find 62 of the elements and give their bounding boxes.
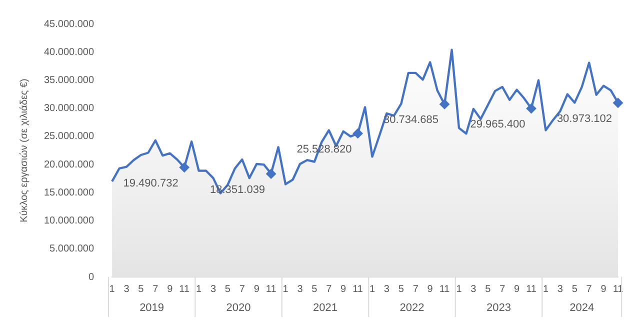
text: 2022 xyxy=(400,302,424,314)
y-tick-label: 10.000.000 xyxy=(44,216,94,227)
data-label: 19.490.732 xyxy=(123,177,178,190)
x-tick-label: 5 xyxy=(312,284,318,295)
x-tick-label: 3 xyxy=(384,284,390,295)
y-tick-label: 5.000.000 xyxy=(50,244,94,255)
x-tick-label: 1 xyxy=(369,284,376,295)
y-tick-label: 35.000.000 xyxy=(44,74,94,86)
x-tick-label: 7 xyxy=(500,284,506,295)
x-tick-label: 11 xyxy=(612,284,624,295)
x-tick-label: 1 xyxy=(456,284,462,295)
x-tick-label: 5 xyxy=(224,284,231,295)
x-tick-label: 7 xyxy=(239,284,246,295)
x-tick-label: 9 xyxy=(254,284,260,295)
y-tick-label: 0 xyxy=(88,272,94,283)
y-tick-label: 15.000.000 xyxy=(44,187,94,198)
point xyxy=(352,128,363,138)
y-tick-label: 25.000.000 xyxy=(44,131,94,142)
x-tick-label: 11 xyxy=(266,284,277,295)
x-tick-label: 7 xyxy=(412,284,419,295)
x-tick-label: 9 xyxy=(514,284,520,295)
x-tick-label: 5 xyxy=(572,284,578,295)
x-tick-label: 1 xyxy=(282,284,289,295)
x-tick-label: 11 xyxy=(526,284,537,295)
x-tick-label: 3 xyxy=(297,284,304,295)
x-tick-label: 7 xyxy=(326,284,332,295)
x-tick-label: 9 xyxy=(167,284,174,295)
point xyxy=(613,98,623,108)
point xyxy=(266,168,276,179)
y-axis-title: Κύκλος εργασιών (σε χιλιάδες €) xyxy=(18,78,30,222)
x-tick-label: 3 xyxy=(557,284,564,295)
x-tick-label: 9 xyxy=(427,284,434,295)
x-tick-label: 3 xyxy=(470,284,477,295)
data-label: 29.965.400 xyxy=(470,118,526,131)
x-tick-label: 3 xyxy=(124,284,130,295)
x-tick-label: 3 xyxy=(210,284,216,295)
x-tick-label: 5 xyxy=(485,284,492,295)
y-tick-label: 40.000.000 xyxy=(44,46,94,58)
point xyxy=(440,99,450,110)
text: 2024 xyxy=(570,302,594,314)
x-tick-label: 7 xyxy=(152,284,159,295)
x-tick-label: 9 xyxy=(600,284,607,295)
y-tick-label: 45.000.000 xyxy=(44,18,94,30)
text: 2021 xyxy=(313,302,338,314)
data-label: 30.973.102 xyxy=(556,112,612,125)
text: 2019 xyxy=(140,302,164,314)
x-tick-label: 9 xyxy=(340,284,347,295)
x-tick-label: 7 xyxy=(586,284,592,295)
x-tick-label: 1 xyxy=(196,284,202,295)
x-tick-label: 1 xyxy=(542,284,549,295)
x-tick-label: 1 xyxy=(109,284,116,295)
x-tick-label: 11 xyxy=(439,284,450,295)
x-tick-label: 11 xyxy=(352,284,364,295)
text: 2023 xyxy=(486,302,511,314)
text: 2020 xyxy=(226,302,251,314)
x-tick-label: 5 xyxy=(398,284,404,295)
point xyxy=(526,104,536,114)
point xyxy=(179,162,190,172)
x-tick-label: 11 xyxy=(179,284,190,295)
y-tick-label: 20.000.000 xyxy=(44,159,94,170)
x-tick-label: 5 xyxy=(138,284,144,295)
y-tick-label: 30.000.000 xyxy=(44,103,94,114)
